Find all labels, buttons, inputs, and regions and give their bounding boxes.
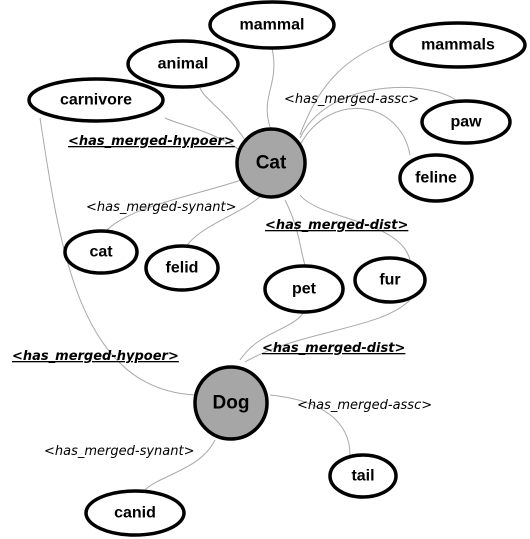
node-cat-concept-label: Cat bbox=[256, 153, 287, 174]
edge-cat-pet bbox=[284, 199, 306, 266]
node-felid-label: felid bbox=[166, 260, 199, 277]
edges bbox=[39, 39, 461, 491]
node-tail[interactable]: tail bbox=[328, 453, 398, 499]
edge-cat-mammals bbox=[299, 39, 393, 136]
node-pet-label: pet bbox=[292, 281, 317, 298]
label-cat-assc: <has_merged-assc> bbox=[284, 92, 419, 107]
node-carnivore[interactable]: carnivore bbox=[27, 77, 165, 123]
node-feline[interactable]: feline bbox=[398, 153, 474, 203]
node-fur-label: fur bbox=[379, 272, 400, 289]
node-cat-small[interactable]: cat bbox=[63, 229, 139, 275]
label-dog-assc: <has_merged-assc> bbox=[297, 398, 432, 413]
edge-cat-fur bbox=[299, 194, 411, 261]
edge-cat-feline bbox=[299, 108, 411, 156]
edge-cat-animal bbox=[199, 87, 246, 141]
node-canid-label: canid bbox=[114, 505, 156, 522]
nodes: mammal animal carnivore mammals paw feli… bbox=[27, 0, 527, 537]
node-dog-concept-label: Dog bbox=[213, 393, 250, 414]
node-felid[interactable]: felid bbox=[144, 244, 220, 292]
edge-cat-mammal bbox=[266, 47, 275, 128]
edge-pet-dog bbox=[239, 309, 306, 361]
node-animal[interactable]: animal bbox=[126, 39, 240, 89]
node-feline-label: feline bbox=[415, 170, 457, 187]
relation-labels: <has_merged-hypoer> <has_merged-assc> <h… bbox=[12, 92, 432, 459]
label-dog-hypoer: <has_merged-hypoer> bbox=[12, 349, 179, 364]
node-paw[interactable]: paw bbox=[420, 99, 512, 145]
node-mammal-label: mammal bbox=[240, 17, 305, 34]
node-cat-concept[interactable]: Cat bbox=[235, 127, 307, 199]
edge-carnivore-dog bbox=[39, 117, 197, 396]
edge-cat-felid bbox=[184, 194, 263, 249]
edge-dog-canid bbox=[144, 439, 216, 491]
edge-fur-dog bbox=[244, 299, 411, 363]
node-mammals[interactable]: mammals bbox=[389, 21, 527, 69]
node-mammal[interactable]: mammal bbox=[208, 0, 336, 50]
label-dog-synant: <has_merged-synant> bbox=[44, 444, 194, 459]
node-cat-small-label: cat bbox=[89, 244, 113, 261]
node-mammals-label: mammals bbox=[421, 37, 495, 54]
label-cat-synant: <has_merged-synant> bbox=[86, 200, 236, 215]
edge-cat-cat bbox=[104, 177, 248, 233]
edge-dog-tail bbox=[269, 394, 351, 456]
label-cat-dist: <has_merged-dist> bbox=[265, 218, 408, 233]
edge-cat-carnivore bbox=[164, 117, 241, 151]
edge-cat-paw bbox=[299, 86, 461, 139]
node-canid[interactable]: canid bbox=[84, 489, 186, 537]
label-cat-hypoer: <has_merged-hypoer> bbox=[68, 134, 235, 149]
node-animal-label: animal bbox=[158, 56, 209, 73]
node-carnivore-label: carnivore bbox=[60, 92, 132, 109]
label-dog-dist: <has_merged-dist> bbox=[262, 341, 405, 356]
node-fur[interactable]: fur bbox=[353, 256, 427, 304]
node-tail-label: tail bbox=[351, 468, 374, 485]
node-paw-label: paw bbox=[450, 114, 482, 131]
node-pet[interactable]: pet bbox=[263, 264, 345, 314]
node-dog-concept[interactable]: Dog bbox=[193, 365, 269, 441]
